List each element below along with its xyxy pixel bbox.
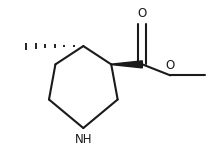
Polygon shape — [111, 61, 142, 68]
Text: O: O — [138, 7, 147, 20]
Text: O: O — [166, 59, 175, 72]
Text: NH: NH — [75, 132, 92, 145]
